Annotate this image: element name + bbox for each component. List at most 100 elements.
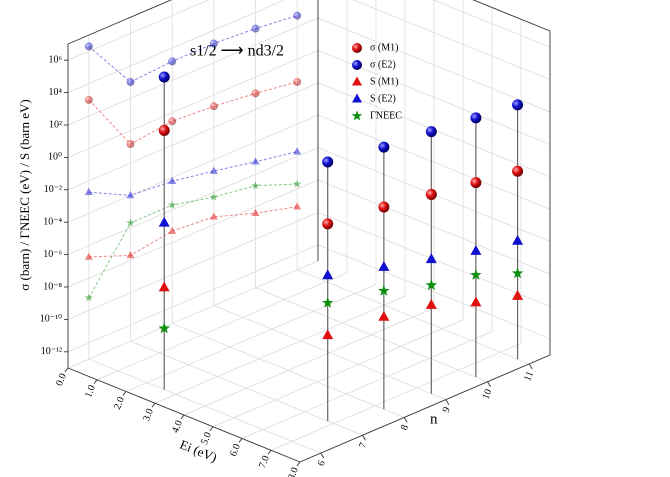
x-tick-label: 2.0 (112, 395, 127, 411)
point (168, 176, 177, 185)
point (168, 57, 177, 66)
point (322, 269, 334, 280)
tick-mark (362, 435, 366, 441)
grid-line (67, 50, 319, 158)
grid-line (67, 0, 210, 61)
walls (64, 0, 551, 467)
point (251, 208, 260, 216)
point (209, 102, 218, 111)
point (378, 284, 390, 296)
point (251, 89, 260, 98)
point (512, 99, 524, 111)
legend-marker (352, 76, 362, 86)
point (293, 77, 302, 86)
tick-mark (64, 367, 69, 373)
grid-line (67, 114, 319, 223)
grid-line (67, 244, 319, 353)
point (251, 157, 260, 165)
z-tick-label: 10⁻⁴ (43, 216, 62, 227)
z-tick-label: 10⁻¹² (41, 346, 62, 357)
axis-edge (299, 354, 551, 463)
point (251, 24, 260, 33)
tick-mark (296, 461, 301, 467)
grid-line (270, 342, 522, 451)
point (84, 95, 93, 104)
point (378, 141, 390, 153)
x-tick-label: 3.0 (141, 407, 156, 423)
grid-line (154, 295, 406, 404)
y-axis-title: n (430, 411, 438, 427)
point (158, 124, 170, 136)
point (209, 192, 219, 201)
tick-mark (238, 438, 243, 443)
y-tick-label: 6 (316, 459, 328, 468)
annotation: s1/2 ⟶ nd3/2 (190, 43, 284, 60)
grid-line (67, 82, 319, 191)
point (158, 322, 170, 334)
tick-mark (93, 379, 98, 385)
y-tick-label: 8 (399, 423, 411, 432)
grid-line (96, 272, 348, 381)
projection-line (88, 81, 298, 145)
point (425, 188, 437, 200)
point (292, 179, 302, 188)
point (321, 296, 334, 308)
point (322, 329, 334, 340)
legend-label: S (E2) (370, 93, 396, 104)
x-tick-label: 0.0 (54, 372, 69, 388)
point (512, 165, 524, 177)
x-tick-label: 6.0 (228, 442, 243, 458)
point (293, 11, 302, 20)
point (84, 252, 93, 260)
tick-mark (528, 363, 533, 370)
grid-line (212, 319, 464, 428)
point (167, 200, 177, 209)
z-tick-label: 10⁻⁶ (43, 249, 62, 260)
x-tick-label: 4.0 (170, 419, 185, 435)
point (158, 71, 170, 83)
point (378, 310, 390, 321)
point (126, 139, 135, 148)
point (470, 268, 482, 280)
z-tick-label: 10⁰ (48, 152, 62, 163)
grid-line (67, 0, 286, 93)
point (126, 191, 135, 199)
point (168, 226, 177, 234)
point (84, 42, 93, 51)
tick-mark (403, 417, 408, 423)
z-tick-label: 10⁶ (49, 54, 63, 65)
legend-label: σ (M1) (370, 42, 398, 53)
point (293, 202, 302, 210)
point (209, 39, 218, 48)
y-tick-label: 7 (357, 441, 369, 450)
point (293, 147, 302, 155)
y-tick-label: 11 (522, 370, 536, 383)
point (470, 112, 482, 124)
point (425, 279, 438, 291)
axis-edge (67, 0, 172, 45)
z-tick-label: 10² (49, 119, 62, 130)
point (84, 187, 93, 196)
projection-line (88, 151, 298, 196)
point (512, 234, 524, 245)
point (511, 267, 524, 279)
tick-mark (209, 426, 214, 432)
projection-line (88, 206, 298, 258)
point (168, 117, 177, 126)
legend-marker (352, 43, 362, 53)
point (470, 177, 482, 189)
tick-mark (267, 449, 272, 455)
point (378, 201, 390, 213)
projection-line (88, 15, 298, 83)
legend-label: σ (E2) (370, 59, 396, 70)
x-tick-label: 7.0 (257, 454, 272, 470)
grid-line (241, 331, 493, 439)
grid-line (67, 17, 319, 126)
y-tick-label: 9 (441, 405, 453, 414)
point (126, 218, 135, 227)
point (158, 216, 170, 227)
z-tick-label: 10⁻⁸ (43, 281, 62, 292)
z-tick-label: 10⁻² (44, 184, 62, 195)
grid-line (67, 260, 319, 369)
x-tick-label: 1.0 (83, 384, 98, 400)
